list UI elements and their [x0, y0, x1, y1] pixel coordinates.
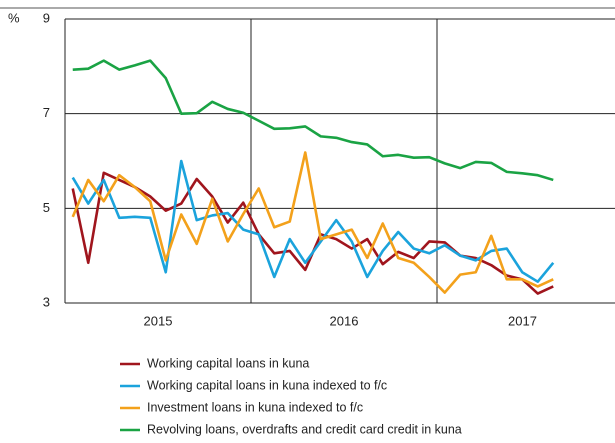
series-line [71, 151, 554, 294]
series-line [71, 159, 555, 284]
legend-text: Working capital loans in kuna [147, 356, 309, 370]
series-line [72, 59, 554, 182]
x-tick-label: 2017 [508, 313, 537, 328]
unit-label: % [8, 10, 20, 25]
x-tick-label: 2016 [330, 313, 359, 328]
legend-text: Revolving loans, overdrafts and credit c… [147, 422, 462, 436]
y-tick-label: 3 [43, 294, 50, 309]
y-tick-label: 5 [43, 200, 50, 215]
legend-text: Working capital loans in kuna indexed to… [147, 378, 387, 392]
y-tick-label: 9 [43, 10, 50, 25]
legend-text: Investment loans in kuna indexed to f/c [147, 400, 363, 414]
x-tick-label: 2015 [144, 313, 173, 328]
y-tick-label: 7 [43, 105, 50, 120]
